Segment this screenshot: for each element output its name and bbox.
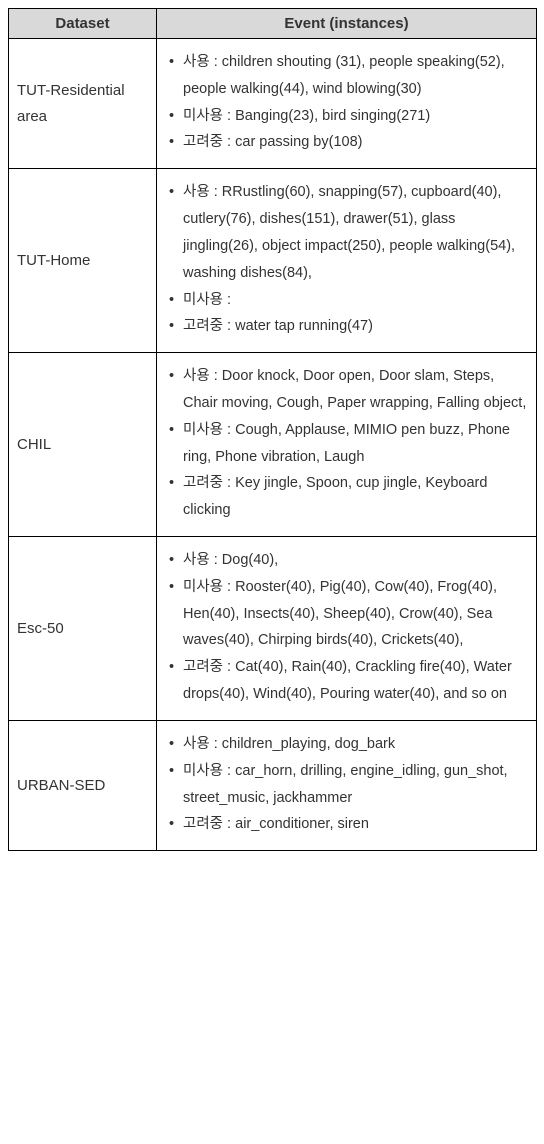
list-item: 고려중 : water tap running(47) bbox=[165, 313, 528, 340]
list-item: 고려중 : Key jingle, Spoon, cup jingle, Key… bbox=[165, 470, 528, 524]
header-event: Event (instances) bbox=[157, 9, 537, 39]
header-dataset: Dataset bbox=[9, 9, 157, 39]
dataset-cell: Esc-50 bbox=[9, 537, 157, 721]
table-row: TUT-Residential area 사용 : children shout… bbox=[9, 39, 537, 169]
dataset-cell: URBAN-SED bbox=[9, 720, 157, 850]
list-item: 사용 : Dog(40), bbox=[165, 547, 528, 574]
list-item: 미사용 : Banging(23), bird singing(271) bbox=[165, 103, 528, 130]
dataset-cell: CHIL bbox=[9, 353, 157, 537]
list-item: 미사용 : Cough, Applause, MIMIO pen buzz, P… bbox=[165, 417, 528, 471]
list-item: 사용 : children shouting (31), people spea… bbox=[165, 49, 528, 103]
event-cell: 사용 : Dog(40), 미사용 : Rooster(40), Pig(40)… bbox=[157, 537, 537, 721]
list-item: 사용 : Door knock, Door open, Door slam, S… bbox=[165, 363, 528, 417]
list-item: 미사용 : bbox=[165, 287, 528, 314]
list-item: 미사용 : car_horn, drilling, engine_idling,… bbox=[165, 758, 528, 812]
list-item: 미사용 : Rooster(40), Pig(40), Cow(40), Fro… bbox=[165, 574, 528, 654]
list-item: 고려중 : Cat(40), Rain(40), Crackling fire(… bbox=[165, 654, 528, 708]
event-cell: 사용 : Door knock, Door open, Door slam, S… bbox=[157, 353, 537, 537]
list-item: 고려중 : air_conditioner, siren bbox=[165, 811, 528, 838]
list-item: 사용 : children_playing, dog_bark bbox=[165, 731, 528, 758]
table-row: URBAN-SED 사용 : children_playing, dog_bar… bbox=[9, 720, 537, 850]
list-item: 고려중 : car passing by(108) bbox=[165, 129, 528, 156]
dataset-cell: TUT-Residential area bbox=[9, 39, 157, 169]
list-item: 사용 : RRustling(60), snapping(57), cupboa… bbox=[165, 179, 528, 286]
table-row: TUT-Home 사용 : RRustling(60), snapping(57… bbox=[9, 169, 537, 353]
event-cell: 사용 : children_playing, dog_bark 미사용 : ca… bbox=[157, 720, 537, 850]
event-cell: 사용 : children shouting (31), people spea… bbox=[157, 39, 537, 169]
table-row: CHIL 사용 : Door knock, Door open, Door sl… bbox=[9, 353, 537, 537]
table-row: Esc-50 사용 : Dog(40), 미사용 : Rooster(40), … bbox=[9, 537, 537, 721]
event-cell: 사용 : RRustling(60), snapping(57), cupboa… bbox=[157, 169, 537, 353]
dataset-cell: TUT-Home bbox=[9, 169, 157, 353]
dataset-event-table: Dataset Event (instances) TUT-Residentia… bbox=[8, 8, 537, 851]
